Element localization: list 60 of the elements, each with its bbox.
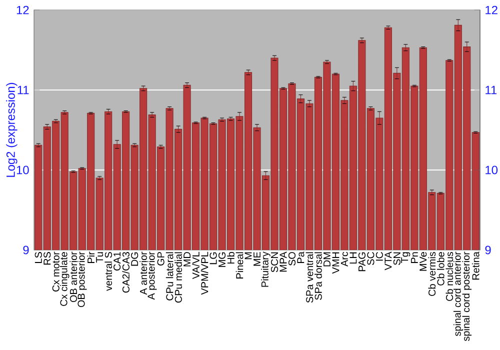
x-tick-label: IC [376,252,383,261]
x-tick-label: VPM/VPL [200,252,208,295]
x-tick-label: Cb vermis [428,252,436,296]
x-tick-label: Pa [297,252,304,263]
x-tick-label: DM [324,252,330,266]
x-tick-label: M [244,252,252,260]
y2-tick-label: 12 [486,6,498,14]
x-tick-label: spinal cord posterior [462,252,472,342]
x-tick-label: VMH [332,252,340,274]
x-tick-label: Cx cingulate [60,252,70,306]
x-tick-label: VA/VL [192,252,200,280]
x-tick-label: SPa dorsal [314,252,322,300]
x-tick-label: Hb [227,252,234,264]
x-tick-label: Retina [472,252,480,280]
x-tick-label: Pn [410,252,418,263]
x-tick-label: A posterior [147,252,157,300]
x-tick-label: SCN [270,252,278,272]
x-tick-label: Pir [87,252,94,263]
y2-tick-label: 11 [486,86,497,94]
x-tick-label: DG [131,252,138,266]
x-tick-label: OB posterior [77,252,87,308]
x-tick-label: ventral S [104,252,112,291]
x-tick-label: MD [184,252,190,266]
x-tick-label: Pituitary [261,252,270,287]
x-tick-label: GP [157,252,164,266]
x-tick-label: Tg [401,252,410,263]
x-tick-label: Pineal [236,252,244,278]
x-tick-label: RS [44,252,51,265]
x-tick-label: LH [350,252,357,264]
x-tick-label: PAG [358,252,366,272]
x-tick-label: SN [393,252,400,265]
x-tick-label: CPu medial [174,252,182,303]
x-tick-label: MVe [420,252,427,271]
y-tick-label: 10 [16,166,29,174]
x-tick-label: Cb nucleus [446,252,454,301]
y-axis-title: Log2 (expression) [6,82,18,177]
x-tick-label: spinal cord anterior [454,252,463,336]
x-tick-label: Cb lobe [437,252,444,286]
x-tick-label: ME [254,252,260,266]
x-tick-label: CA1 [114,252,121,270]
x-tick-label: Cx motor [52,252,60,292]
x-tick-label: Arc [340,252,348,267]
y2-tick-label: 10 [486,166,498,174]
x-tick-label: MG [218,252,226,267]
x-tick-label: VTA [384,252,392,270]
x-tick-label: Tu [96,252,104,263]
y-tick-label: 12 [16,6,29,14]
x-tick-label: SC [367,252,374,265]
x-tick-label: CPu lateral [166,252,174,300]
y-tick-label: 9 [23,246,29,254]
x-tick-label: CA2/CA3 [122,252,130,293]
x-tick-label: MPA [280,252,287,272]
x-tick-label: LG [210,252,217,264]
x-tick-label: SPa ventral [306,252,314,303]
y-tick-label: 11 [18,86,29,94]
x-tick-label: OB anterior [70,252,78,302]
x-tick-label: LS [34,252,42,263]
x-tick-label: SO [288,252,296,266]
y2-tick-label: 9 [485,246,491,254]
x-tick-label: A anterior [140,252,147,295]
